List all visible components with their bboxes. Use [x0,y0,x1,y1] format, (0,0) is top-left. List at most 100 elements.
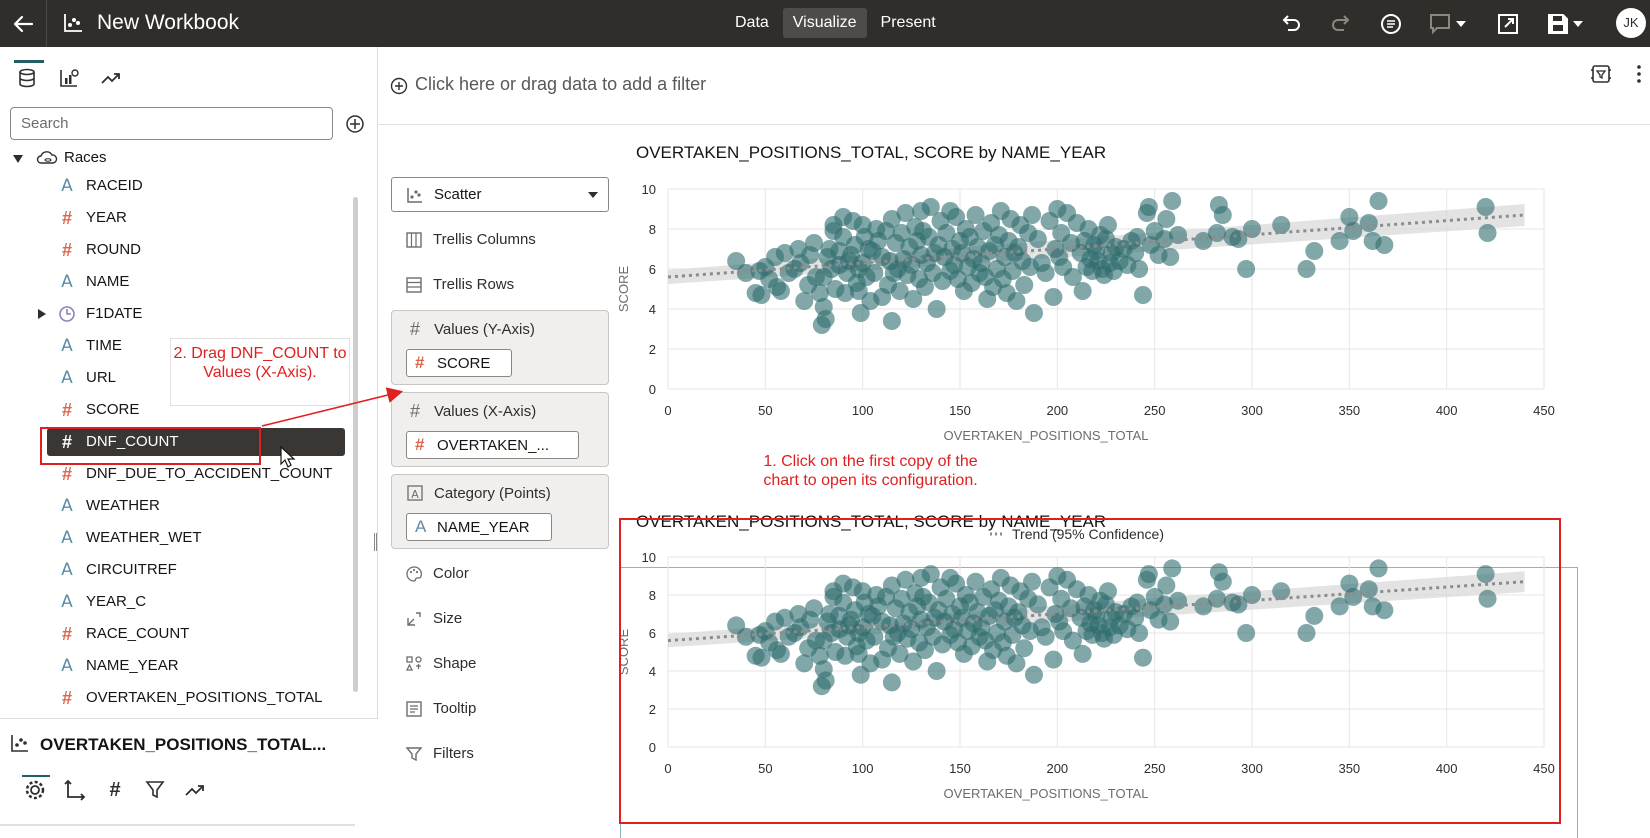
tree-column-overtaken-positions-total[interactable]: # OVERTAKEN_POSITIONS_TOTAL [0,684,350,712]
tree-column-weather[interactable]: A WEATHER [0,492,350,520]
axis-icon[interactable] [62,777,88,803]
tree-column-year-c[interactable]: A YEAR_C [0,588,350,616]
analytics-tab[interactable] [96,63,126,93]
values-hash-icon[interactable]: # [109,779,121,801]
tree-column-f1date[interactable]: F1DATE [0,300,350,328]
tree-column-weather-wet[interactable]: A WEATHER_WET [0,524,350,552]
scatter-point [1139,565,1158,584]
tree-column-dnf-due-to-accident-count[interactable]: # DNF_DUE_TO_ACCIDENT_COUNT [0,460,350,488]
scatter-point [1305,606,1324,625]
x-tick-label: 450 [1533,403,1555,418]
scatter-chart-2[interactable]: OVERTAKEN_POSITIONS_TOTAL, SCORE by NAME… [610,493,1650,838]
scatter-point [1272,582,1291,601]
back-arrow-icon[interactable] [8,9,38,39]
x-tick-label: 50 [758,761,772,776]
filter-bar[interactable]: Click here or drag data to add a filter [378,47,1650,125]
tree-column-raceid[interactable]: A RACEID [0,172,350,200]
user-avatar[interactable]: JK [1616,8,1646,38]
expand-triangle-icon[interactable] [37,308,47,320]
scatter-point [1036,264,1055,282]
topbar-divider [46,0,47,47]
scatter-point [1359,214,1378,232]
scatter-point [771,644,790,663]
category-a-icon: A [407,485,423,501]
category-pill[interactable]: A NAME_YEAR [406,513,552,541]
scatter-point [890,644,909,663]
scatter-plot-1[interactable]: 0 50 100 150 200 250 300 350 400 450 0 2 4 6 8 10 SCORE O… [610,125,1650,565]
drag-callout: 2. Drag DNF_COUNT to Values (X-Axis). [170,338,350,406]
narrate-icon[interactable] [1378,11,1404,37]
mode-data[interactable]: Data [735,14,769,31]
scatter-point [849,282,868,300]
data-panel-scrollbar[interactable] [353,197,358,692]
tree-source-races[interactable]: Races [0,144,350,172]
x-axis-dropzone[interactable]: # Values (X-Axis) # OVERTAKEN_... [391,392,609,467]
chevron-down-icon [588,192,598,198]
data-tab[interactable] [12,60,44,93]
scatter-point [1128,593,1147,612]
scatter-point [896,204,915,222]
tree-column-score[interactable]: # SCORE [0,396,350,424]
y-tick-label: 2 [649,342,656,357]
scatter-point [1478,224,1497,242]
scatter-point [1023,572,1042,591]
x-axis-title: OVERTAKEN_POSITIONS_TOTAL [944,786,1149,801]
y-axis-dropzone[interactable]: # Values (Y-Axis) # SCORE [391,310,609,385]
tree-column-name[interactable]: A NAME [0,268,350,296]
present-expand-icon[interactable] [1495,11,1521,37]
scatter-chart-1[interactable]: OVERTAKEN_POSITIONS_TOTAL, SCORE by NAME… [610,125,1650,565]
tree-column-url[interactable]: A URL [0,364,350,392]
redo-icon[interactable] [1328,11,1354,37]
database-icon [19,68,35,88]
mode-present[interactable]: Present [880,14,936,31]
tree-column-time[interactable]: A TIME [0,332,350,360]
clock-date-icon [59,306,75,322]
y-axis-pill[interactable]: # SCORE [406,349,512,377]
undo-icon[interactable] [1278,11,1304,37]
scatter-point [1163,559,1182,578]
chart-title: OVERTAKEN_POSITIONS_TOTAL, SCORE by NAME… [636,143,1107,162]
tree-column-race-count[interactable]: # RACE_COUNT [0,620,350,648]
attribute-icon: A [61,368,73,388]
scatter-point [1130,260,1149,278]
general-settings-icon[interactable] [22,777,48,803]
comment-icon[interactable] [1428,11,1468,37]
filter-placeholder[interactable]: Click here or drag data to add a filter [415,74,707,94]
filters-label: Filters [433,745,474,762]
filter-icon[interactable] [142,777,168,803]
scatter-point [1098,216,1117,234]
attribute-icon: A [61,560,73,580]
tree-column-round[interactable]: # ROUND [0,236,350,264]
attribute-icon: A [61,272,73,292]
collapse-triangle-icon[interactable] [12,153,24,165]
category-dropzone[interactable]: A Category (Points) A NAME_YEAR [391,474,609,549]
search-input[interactable] [10,107,333,140]
scatter-point [1163,192,1182,210]
chart-title: OVERTAKEN_POSITIONS_TOTAL, SCORE by NAME… [636,512,1107,531]
save-icon[interactable] [1545,11,1587,37]
scatter-point [836,284,855,302]
x-axis-pill[interactable]: # OVERTAKEN_... [406,431,579,459]
mode-visualize[interactable]: Visualize [782,8,867,38]
tree-column-year[interactable]: # YEAR [0,204,350,232]
properties-scrollbar[interactable] [0,824,355,826]
tree-column-name-year[interactable]: A NAME_YEAR [0,652,350,680]
x-axis-label: Values (X-Axis) [434,403,537,420]
more-options-icon[interactable] [1634,63,1644,85]
scatter-point [1272,216,1291,234]
measure-hash-icon: # [61,432,72,452]
analytics-trend-icon[interactable] [182,777,208,803]
scatter-plot-2[interactable]: 0 50 100 150 200 250 300 350 400 4500246810SCOREO… [610,493,1650,838]
add-data-icon[interactable] [345,114,365,134]
visualizations-tab[interactable] [54,63,84,93]
viz-type-select[interactable]: Scatter [391,177,609,212]
drag-arrow [261,387,404,427]
auto-apply-filters-icon[interactable] [1590,63,1612,85]
tree-column-circuitref[interactable]: A CIRCUITREF [0,556,350,584]
tree-column-dnf-count[interactable]: # DNF_COUNT [0,428,350,456]
add-filter-icon[interactable] [390,77,408,95]
x-tick-label: 350 [1338,403,1360,418]
panel-resize-handle[interactable] [374,533,377,551]
palette-icon [406,566,422,582]
workbook-title[interactable]: New Workbook [97,11,239,34]
